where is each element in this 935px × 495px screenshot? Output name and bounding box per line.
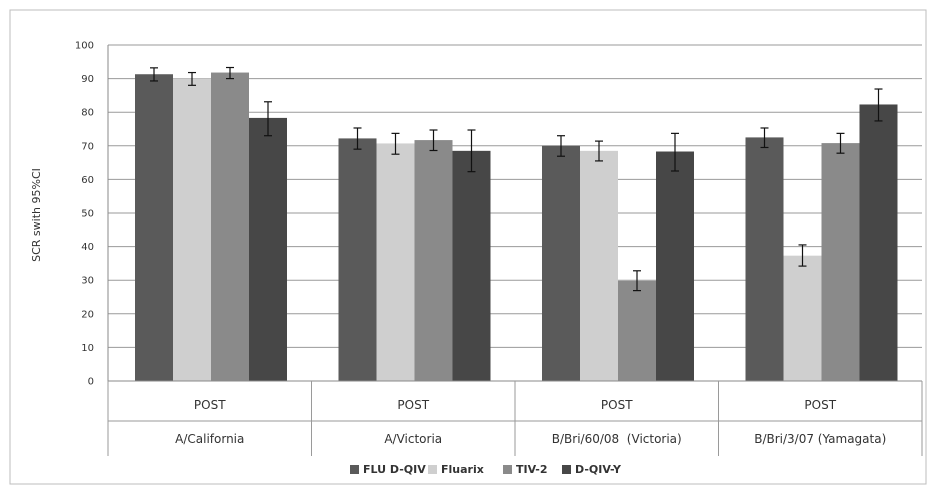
- bar: [745, 137, 784, 381]
- bar: [452, 150, 491, 381]
- y-axis-ticks: 0 10 20 30 40 50 60 70 80 90 100: [75, 41, 94, 388]
- y-tick-label: 10: [81, 343, 94, 354]
- legend-label: D-QIV-Y: [575, 463, 622, 476]
- legend-label: TIV-2: [516, 463, 548, 476]
- y-tick-label: 0: [88, 377, 94, 388]
- x-group-label: B/Bri/60/08 (Victoria): [552, 432, 682, 446]
- y-tick-label: 90: [81, 74, 94, 85]
- legend-swatch: [350, 465, 359, 474]
- y-tick-label: 30: [81, 276, 94, 287]
- y-tick-label: 100: [75, 41, 94, 52]
- bar: [580, 150, 618, 381]
- bar: [414, 140, 453, 381]
- legend-swatch: [503, 465, 512, 474]
- bars: [135, 72, 898, 382]
- bar: [783, 255, 822, 381]
- y-tick-label: 40: [81, 242, 94, 253]
- x-sub-label: POST: [804, 398, 836, 412]
- bar: [542, 145, 580, 381]
- x-axis-categories: POST A/California POST A/Victoria POST B/Bri/…: [107, 381, 923, 456]
- x-group-label: A/Victoria: [384, 432, 442, 446]
- legend-swatch: [562, 465, 571, 474]
- bar: [821, 143, 860, 381]
- y-tick-label: 20: [81, 309, 94, 320]
- x-sub-label: POST: [397, 398, 429, 412]
- y-axis-label: SCR swith 95%CI: [30, 168, 43, 262]
- bar: [859, 104, 898, 382]
- y-tick-label: 50: [81, 209, 94, 220]
- bar: [211, 72, 249, 381]
- bar: [173, 78, 211, 381]
- x-sub-label: POST: [601, 398, 633, 412]
- bar: [376, 143, 415, 381]
- bar: [338, 138, 377, 381]
- bar: [249, 117, 287, 382]
- error-bars: [150, 66, 883, 292]
- bar: [618, 280, 656, 381]
- y-tick-label: 60: [81, 175, 94, 186]
- bar: [656, 151, 694, 381]
- x-sub-label: POST: [194, 398, 226, 412]
- legend-label: FLU D-QIV: [363, 463, 426, 476]
- y-tick-label: 80: [81, 108, 94, 119]
- x-group-label: B/Bri/3/07 (Yamagata): [754, 432, 886, 446]
- bar: [135, 74, 173, 382]
- legend-swatch: [428, 465, 437, 474]
- y-tick-label: 70: [81, 141, 94, 152]
- legend: FLU D-QIV Fluarix TIV-2 D-QIV-Y: [350, 463, 622, 476]
- x-group-label: A/California: [175, 432, 244, 446]
- legend-label: Fluarix: [441, 463, 484, 476]
